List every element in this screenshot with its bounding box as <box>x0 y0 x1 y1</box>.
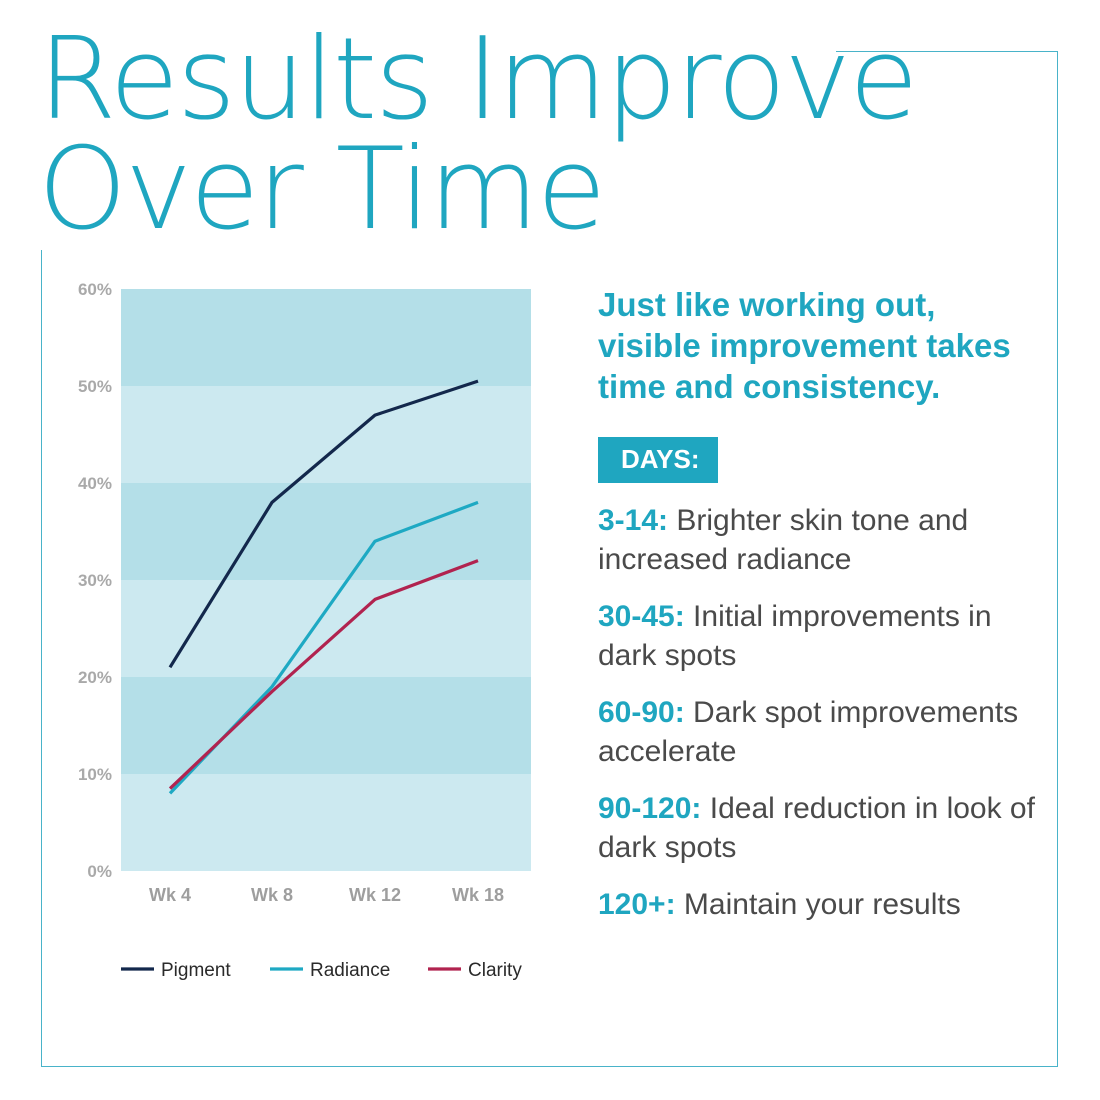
y-tick-label: 10% <box>78 765 112 784</box>
tagline: Just like working out, visible improveme… <box>598 286 1011 405</box>
y-tick-label: 60% <box>78 280 112 299</box>
timeline-text: Maintain your results <box>675 888 961 921</box>
timeline-text: Dark spot improvements accelerate <box>598 696 1019 768</box>
chart-band <box>121 774 531 871</box>
info-panel: Just like working out, visible improveme… <box>598 284 1038 924</box>
timeline-list: 3-14: Brighter skin tone and increased r… <box>598 501 1038 924</box>
chart-band <box>121 677 531 774</box>
chart-band <box>121 289 531 386</box>
y-tick-label: 30% <box>78 571 112 590</box>
timeline-entry: 60-90: Dark spot improvements accelerate <box>598 693 1038 771</box>
x-tick-label: Wk 4 <box>149 885 191 905</box>
timeline-text: Brighter skin tone and increased radianc… <box>598 504 969 576</box>
chart-band <box>121 386 531 483</box>
timeline-range: 120+: <box>598 888 676 921</box>
legend-label-clarity: Clarity <box>468 960 522 981</box>
x-tick-label: Wk 18 <box>452 885 504 905</box>
y-tick-label: 20% <box>78 668 112 687</box>
timeline-range: 90-120: <box>598 792 702 825</box>
title-line-2: Over Time <box>38 123 606 255</box>
timeline-range: 30-45: <box>598 600 685 633</box>
x-tick-label: Wk 12 <box>349 885 401 905</box>
title-line-1: Results Improve <box>38 13 919 145</box>
series-line-pigment <box>168 379 479 669</box>
timeline-range: 3-14: <box>598 504 669 537</box>
chart-band <box>121 483 531 580</box>
legend-label-radiance: Radiance <box>310 960 390 981</box>
timeline-text: Ideal reduction in look of dark spots <box>598 792 1035 864</box>
title-backdrop <box>36 40 836 250</box>
y-tick-label: 50% <box>78 377 112 396</box>
page-title: Results Improve Over Time <box>38 13 919 255</box>
days-badge: DAYS: <box>598 437 718 483</box>
series-line-clarity <box>168 559 479 790</box>
timeline-entry: 90-120: Ideal reduction in look of dark … <box>598 789 1038 867</box>
y-tick-label: 0% <box>87 862 112 881</box>
legend-label-pigment: Pigment <box>161 960 231 981</box>
timeline-entry: 30-45: Initial improvements in dark spot… <box>598 597 1038 675</box>
y-tick-label: 40% <box>78 474 112 493</box>
timeline-entry: 120+: Maintain your results <box>598 885 1038 924</box>
timeline-text: Initial improvements in dark spots <box>598 600 992 672</box>
timeline-range: 60-90: <box>598 696 685 729</box>
x-tick-label: Wk 8 <box>251 885 293 905</box>
chart-band <box>121 580 531 677</box>
timeline-entry: 3-14: Brighter skin tone and increased r… <box>598 501 1038 579</box>
